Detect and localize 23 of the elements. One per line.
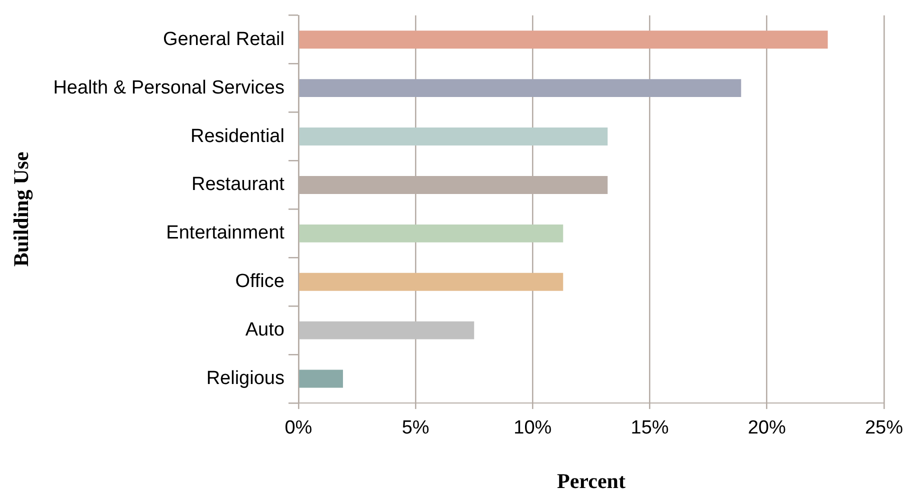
y-tick-label: Residential — [190, 126, 284, 147]
x-tick-label: 0% — [284, 418, 312, 439]
y-tick-label: Auto — [245, 320, 284, 341]
bar — [299, 224, 564, 242]
bar — [299, 128, 608, 146]
y-tick-label: Religious — [206, 368, 284, 390]
bar — [299, 79, 742, 98]
x-tick-label: 20% — [748, 418, 786, 439]
y-tick-label: Entertainment — [166, 222, 286, 244]
x-tick-label: 10% — [514, 418, 552, 439]
y-tick-label: Restaurant — [192, 174, 286, 196]
bar — [299, 272, 564, 291]
x-axis-title: Percent — [557, 468, 626, 493]
x-tick-label: 25% — [864, 418, 904, 439]
y-tick-label: Health & Personal Services — [53, 77, 284, 98]
bar — [299, 321, 474, 340]
bar — [299, 30, 828, 49]
x-tick-label: 15% — [630, 418, 669, 439]
y-tick-label: Office — [235, 271, 284, 292]
x-tick-label: 5% — [402, 418, 430, 439]
bar — [299, 370, 343, 388]
y-axis-title: Building Use — [9, 152, 34, 267]
y-tick-label: General Retail — [163, 28, 284, 50]
